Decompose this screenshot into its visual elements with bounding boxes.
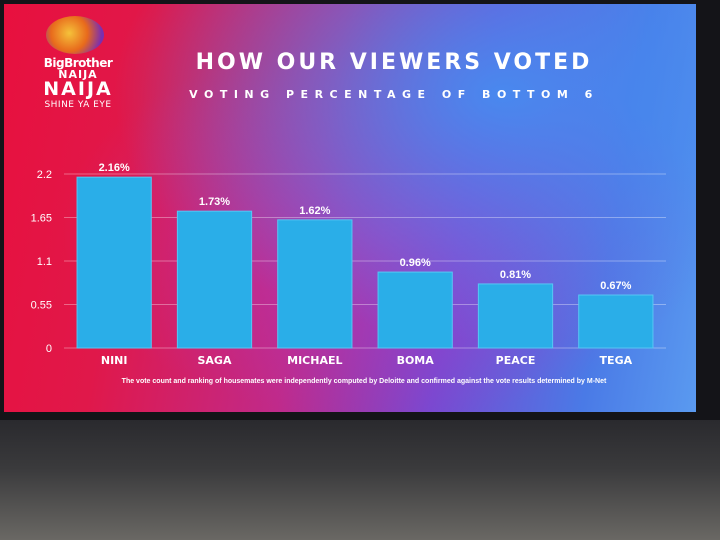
logo-line-bigbrother: BigBrother xyxy=(43,56,113,70)
logo-line-naija-small: NAIJA xyxy=(58,68,98,81)
show-logo: BigBrother NAIJA NAIJA SHINE YA EYE xyxy=(38,16,118,110)
x-tick-label: TEGA xyxy=(600,354,633,367)
x-tick-label: SAGA xyxy=(198,354,232,367)
footnote: The vote count and ranking of housemates… xyxy=(121,378,607,385)
y-tick-label: 1.1 xyxy=(37,256,52,268)
logo-line-naija: NAIJA xyxy=(43,78,113,100)
bar xyxy=(477,283,554,349)
data-label: 1.73% xyxy=(199,196,230,208)
data-label: 0.81% xyxy=(500,269,531,281)
bar xyxy=(76,176,152,349)
data-label: 0.67% xyxy=(600,280,631,292)
logo-eye-icon xyxy=(46,16,104,54)
data-label: 2.16% xyxy=(99,162,130,174)
tv-screen: BigBrother NAIJA NAIJA SHINE YA EYE HOW … xyxy=(4,4,696,412)
tv-stand-area xyxy=(0,420,720,540)
y-tick-label: 0 xyxy=(46,343,52,355)
y-tick-label: 2.2 xyxy=(37,169,52,181)
chart-subtitle: VOTING PERCENTAGE OF BOTTOM 6 xyxy=(189,88,599,101)
data-label: 0.96% xyxy=(400,257,431,269)
x-tick-label: NINI xyxy=(101,354,128,367)
bar xyxy=(578,294,654,349)
bar xyxy=(277,219,353,349)
y-tick-label: 1.65 xyxy=(31,213,52,225)
bar xyxy=(176,210,253,349)
x-tick-label: BOMA xyxy=(397,354,435,367)
logo-tagline: SHINE YA EYE xyxy=(44,100,112,110)
bar xyxy=(377,271,453,349)
chart-title: HOW OUR VIEWERS VOTED xyxy=(195,50,593,75)
data-label: 1.62% xyxy=(299,205,330,217)
bar-chart: 0 0.55 1.1 1.65 2.2 2.16% NINI 1.73% SAGA 1.62% MI… xyxy=(31,162,666,367)
x-tick-label: PEACE xyxy=(496,354,536,367)
x-tick-label: MICHAEL xyxy=(287,354,342,367)
y-tick-label: 0.55 xyxy=(31,300,52,312)
